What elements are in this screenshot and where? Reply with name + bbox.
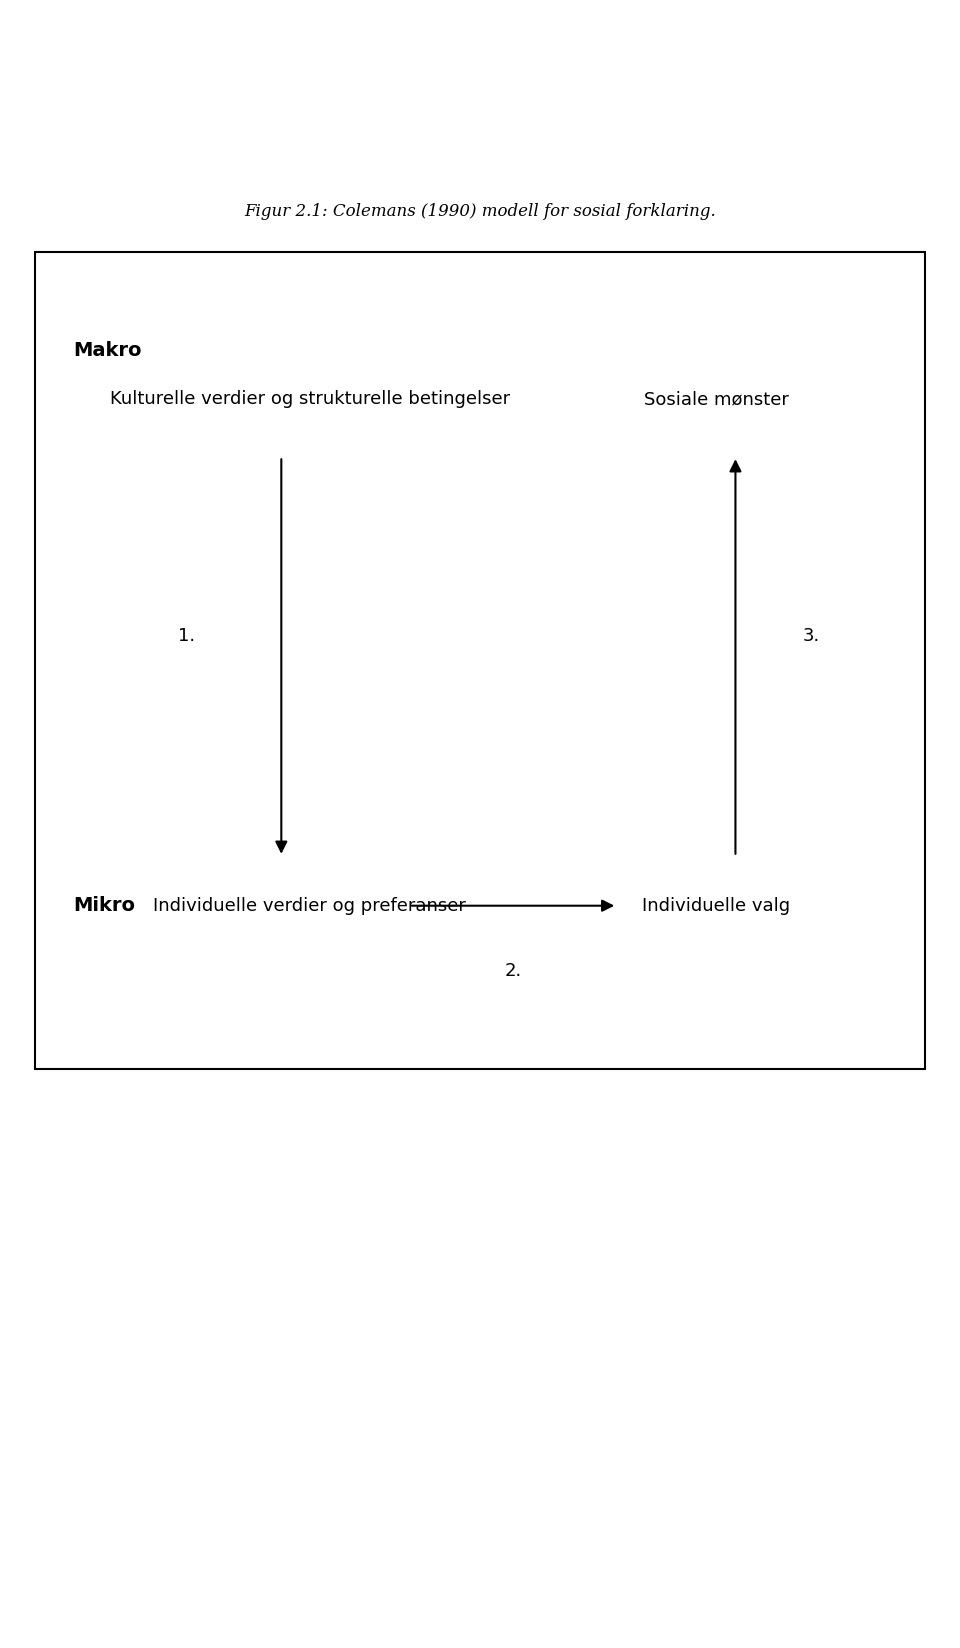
Text: Individuelle valg: Individuelle valg [642, 897, 791, 915]
Text: Sosiale mønster: Sosiale mønster [644, 391, 789, 409]
Text: Figur 2.1: Colemans (1990) modell for sosial forklaring.: Figur 2.1: Colemans (1990) modell for so… [244, 203, 716, 219]
Text: Makro: Makro [73, 341, 142, 359]
Text: Kulturelle verdier og strukturelle betingelser: Kulturelle verdier og strukturelle betin… [109, 391, 510, 409]
Text: 2.: 2. [505, 962, 521, 981]
Text: 3.: 3. [803, 628, 820, 644]
FancyBboxPatch shape [36, 252, 924, 1070]
Text: Mikro: Mikro [73, 897, 135, 915]
Text: 1.: 1. [179, 628, 195, 644]
Text: Individuelle verdier og preferanser: Individuelle verdier og preferanser [154, 897, 467, 915]
